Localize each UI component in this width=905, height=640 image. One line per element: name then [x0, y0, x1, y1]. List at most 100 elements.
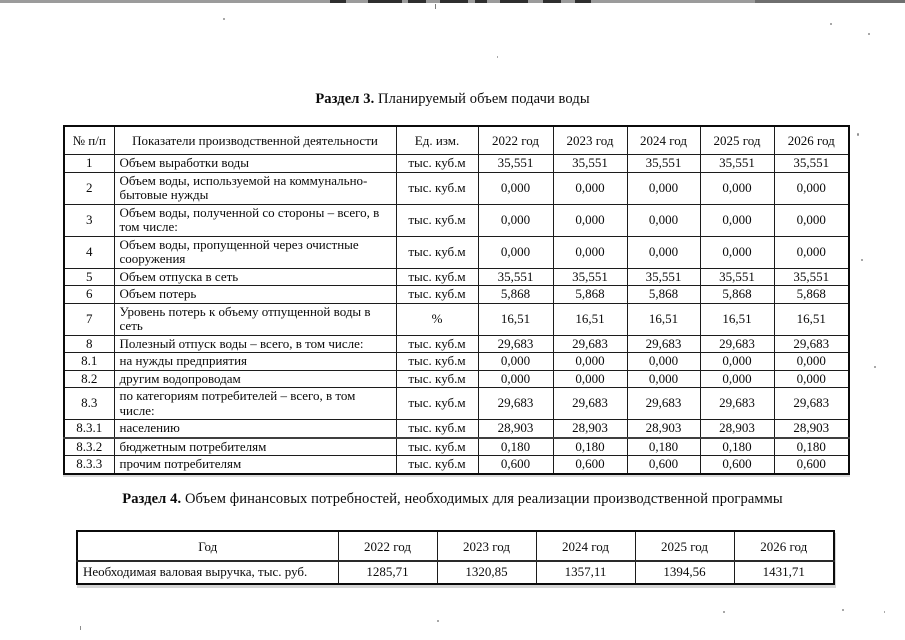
row-number-cell: 2 [63, 171, 115, 205]
value-cell: 0,000 [477, 352, 554, 371]
table-row: 2 Объем воды, используемой на коммунальн… [63, 171, 850, 205]
value-cell: 35,551 [477, 154, 554, 173]
indicator-name-cell: прочим потребителям [113, 455, 397, 474]
value-cell: 0,000 [773, 235, 850, 269]
value-cell: 0,000 [626, 203, 701, 237]
row-number-cell: 1 [63, 154, 115, 173]
value-cell: 28,903 [552, 419, 628, 439]
value-cell: 16,51 [626, 302, 701, 336]
value-cell: 28,903 [626, 419, 701, 439]
table-row: 7 Уровень потерь к объему отпущенной вод… [63, 302, 850, 336]
value-cell: 35,551 [773, 267, 850, 286]
indicator-name-cell: Объем отпуска в сеть [113, 267, 397, 286]
header-cell-year: 2025 год [634, 530, 735, 562]
value-cell: 0,000 [626, 235, 701, 269]
scan-speckle [497, 56, 498, 58]
value-cell: 0,000 [477, 235, 554, 269]
table-row: 8.3.3 прочим потребителям тыс. куб.м 0,6… [63, 455, 850, 474]
unit-cell: тыс. куб.м [395, 455, 479, 474]
value-cell: 0,000 [552, 235, 628, 269]
value-cell: 0,600 [773, 455, 850, 474]
table-header-row: Год 2022 год 2023 год 2024 год 2025 год … [76, 530, 835, 562]
value-cell: 35,551 [552, 154, 628, 173]
table-row: 8.3.2 бюджетным потребителям тыс. куб.м … [63, 437, 850, 456]
table-row: Необходимая валовая выручка, тыс. руб. 1… [76, 560, 835, 585]
value-cell: 0,000 [552, 352, 628, 371]
value-cell: 0,180 [477, 437, 554, 456]
value-cell: 5,868 [477, 285, 554, 304]
unit-cell: тыс. куб.м [395, 154, 479, 173]
value-cell: 0,000 [773, 369, 850, 388]
scan-edge-artifact [368, 0, 402, 3]
value-cell: 0,000 [626, 369, 701, 388]
header-cell-year: 2023 год [552, 125, 628, 155]
value-cell: 0,000 [626, 171, 701, 205]
section4-title: Раздел 4. Объем финансовых потребностей,… [0, 490, 905, 508]
header-cell-year: 2024 год [535, 530, 636, 562]
row-number-cell: 3 [63, 203, 115, 237]
header-cell-year: 2026 год [733, 530, 835, 562]
table-row: 8 Полезный отпуск воды – всего, в том чи… [63, 334, 850, 353]
value-cell: 0,600 [552, 455, 628, 474]
value-cell: 0,000 [477, 369, 554, 388]
indicator-name-cell: Объем потерь [113, 285, 397, 304]
value-cell: 5,868 [699, 285, 775, 304]
water-supply-table: № п/п Показатели производственной деятел… [63, 125, 850, 475]
unit-cell: тыс. куб.м [395, 235, 479, 269]
value-cell: 0,600 [699, 455, 775, 474]
row-number-cell: 5 [63, 267, 115, 286]
scan-speckle [868, 33, 870, 35]
unit-cell: тыс. куб.м [395, 171, 479, 205]
indicator-name-cell: Объем воды, пропущенной через очистные с… [113, 235, 397, 269]
value-cell: 16,51 [477, 302, 554, 336]
value-cell: 0,000 [552, 171, 628, 205]
value-cell: 0,180 [626, 437, 701, 456]
header-cell-year: 2026 год [773, 125, 850, 155]
value-cell: 0,600 [477, 455, 554, 474]
value-cell: 0,180 [552, 437, 628, 456]
unit-cell: тыс. куб.м [395, 267, 479, 286]
section3-title: Раздел 3. Планируемый объем подачи воды [0, 90, 905, 108]
header-cell-year: 2022 год [337, 530, 438, 562]
table-row: 4 Объем воды, пропущенной через очистные… [63, 235, 850, 269]
row-number-cell: 8.3.2 [63, 437, 115, 456]
value-cell: 29,683 [773, 387, 850, 420]
value-cell: 35,551 [477, 267, 554, 286]
scan-speckle [435, 4, 436, 9]
scan-speckle [874, 366, 876, 368]
unit-cell: тыс. куб.м [395, 285, 479, 304]
value-cell: 1320,85 [436, 560, 537, 585]
indicator-name-cell: Необходимая валовая выручка, тыс. руб. [76, 560, 339, 585]
scan-speckle [884, 611, 885, 613]
value-cell: 0,180 [699, 437, 775, 456]
value-cell: 0,000 [773, 203, 850, 237]
indicator-name-cell: по категориям потребителей – всего, в то… [113, 387, 397, 420]
header-cell-indicator: Показатели производственной деятельности [113, 125, 397, 155]
scan-edge-artifact [500, 0, 528, 3]
indicator-name-cell: на нужды предприятия [113, 352, 397, 371]
value-cell: 1285,71 [337, 560, 438, 585]
header-cell-year: 2022 год [477, 125, 554, 155]
section4-title-text: Объем финансовых потребностей, необходим… [181, 491, 783, 507]
value-cell: 29,683 [773, 334, 850, 353]
value-cell: 28,903 [477, 419, 554, 439]
table-row: 1 Объем выработки воды тыс. куб.м 35,551… [63, 154, 850, 173]
scan-edge-artifact [575, 0, 591, 3]
row-number-cell: 8.3 [63, 387, 115, 420]
scan-speckle [223, 18, 225, 20]
value-cell: 35,551 [773, 154, 850, 173]
value-cell: 5,868 [552, 285, 628, 304]
unit-cell: тыс. куб.м [395, 419, 479, 439]
value-cell: 16,51 [552, 302, 628, 336]
value-cell: 29,683 [699, 387, 775, 420]
unit-cell: тыс. куб.м [395, 437, 479, 456]
section3-title-number: Раздел 3. [315, 91, 375, 107]
value-cell: 0,000 [699, 352, 775, 371]
value-cell: 0,000 [699, 203, 775, 237]
value-cell: 29,683 [552, 387, 628, 420]
value-cell: 16,51 [699, 302, 775, 336]
header-cell-year: 2023 год [436, 530, 537, 562]
table-row: 8.2 другим водопроводам тыс. куб.м 0,000… [63, 369, 850, 388]
scan-edge-artifact [543, 0, 561, 3]
